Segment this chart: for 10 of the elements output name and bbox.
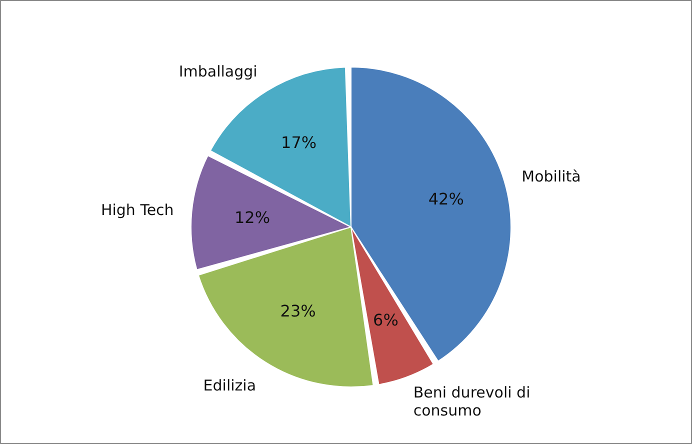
data-label: 42%	[428, 189, 464, 208]
data-label: 17%	[281, 133, 317, 152]
slice-label: Imballaggi	[178, 62, 258, 81]
data-label: 23%	[280, 301, 316, 320]
slice-label: Edilizia	[203, 376, 256, 395]
data-label: 12%	[234, 208, 270, 227]
slice-label: High Tech	[100, 200, 174, 219]
slice-label: Mobilità	[522, 167, 581, 186]
slice-label: Beni durevoli di consumo	[413, 384, 530, 420]
data-label: 6%	[373, 310, 398, 330]
